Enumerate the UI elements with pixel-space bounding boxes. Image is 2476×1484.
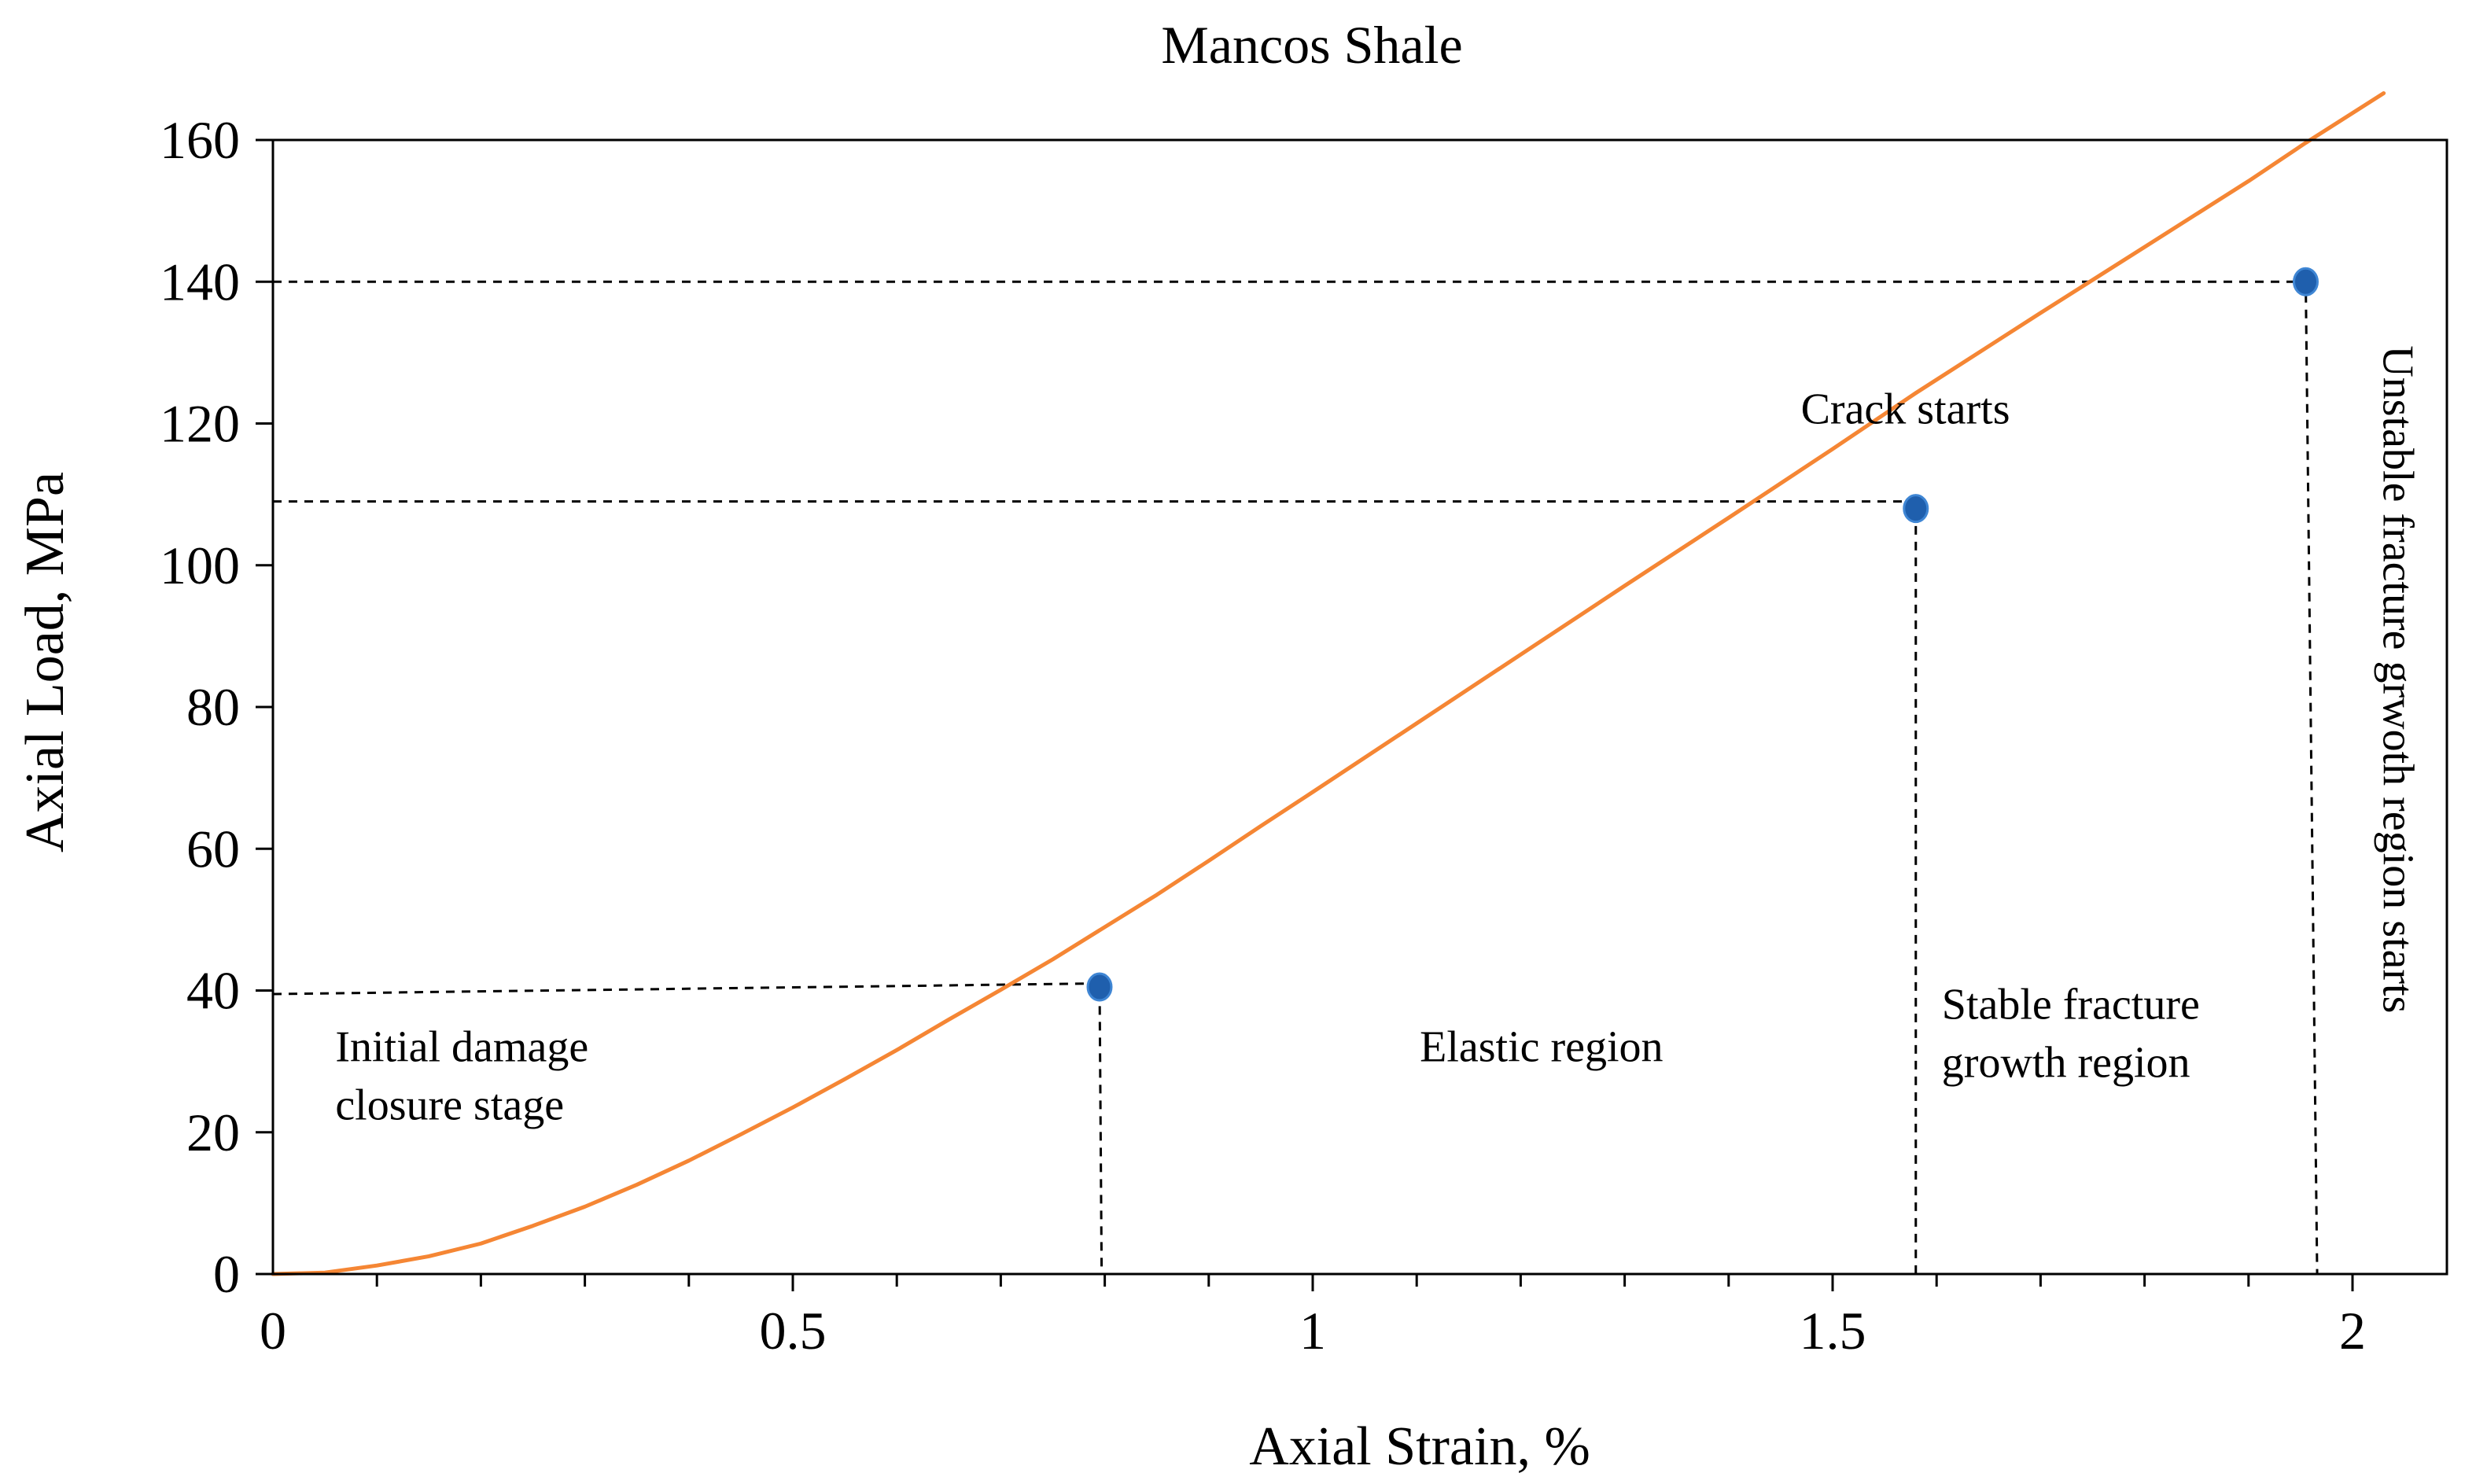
markers	[1086, 267, 2319, 1002]
y-axis-ticks: 0 20 40 60 80 100 120 140 160	[160, 110, 273, 1304]
series-lines	[271, 91, 2386, 1276]
plot-area-frame	[271, 138, 2448, 1276]
x-tick-label: 0	[260, 1301, 286, 1361]
y-tick-label: 0	[213, 1244, 240, 1304]
annotation-line: Elastic region	[1420, 1023, 1663, 1072]
data-point-marker	[1086, 972, 1113, 1002]
data-point-marker	[1903, 494, 1929, 524]
x-tick-label: 1	[1299, 1301, 1326, 1361]
annotation: Stable fracture growth region	[1942, 981, 2200, 1088]
y-axis-label: Axial Load, MPa	[15, 472, 76, 852]
y-tick-label: 80	[186, 677, 240, 737]
reference-dashed-line	[273, 280, 2319, 1275]
y-tick-label: 140	[160, 252, 240, 311]
y-tick-label: 100	[160, 536, 240, 595]
annotations: Initial damage closure stage Elastic regio…	[335, 345, 2422, 1129]
reference-dashed-line	[273, 500, 1918, 1274]
x-tick-label: 1.5	[1800, 1301, 1866, 1361]
y-tick-label: 40	[186, 961, 240, 1021]
reference-dashed-line	[272, 981, 1104, 1275]
annotation: Initial damage closure stage	[335, 1023, 588, 1130]
x-axis-label: Axial Strain, %	[1249, 1416, 1590, 1477]
chart-title: Mancos Shale	[1161, 15, 1462, 75]
y-tick-label: 20	[186, 1103, 240, 1162]
x-axis-ticks: 0 0.5 1 1.5 2	[260, 1274, 2366, 1361]
y-tick-label: 120	[160, 394, 240, 454]
annotation-line: growth region	[1942, 1039, 2190, 1088]
annotation-line: Stable fracture	[1942, 981, 2200, 1029]
x-tick-label: 0.5	[760, 1301, 827, 1361]
reference-lines	[272, 280, 2319, 1275]
data-point-marker	[2293, 267, 2319, 296]
y-tick-label: 60	[186, 819, 240, 878]
series-line	[271, 91, 2386, 1276]
annotation-line: Crack starts	[1801, 385, 2010, 434]
annotation-line: closure stage	[335, 1081, 564, 1130]
annotation-line: Unstable fracture grwoth region starts	[2374, 345, 2423, 1013]
x-tick-label: 2	[2339, 1301, 2366, 1361]
annotation: Elastic region	[1420, 1023, 1663, 1072]
annotation-line: Initial damage	[335, 1023, 588, 1072]
annotation: Crack starts	[1801, 385, 2010, 434]
annotation: Unstable fracture grwoth region starts	[2374, 345, 2423, 1013]
y-tick-label: 160	[160, 110, 240, 170]
